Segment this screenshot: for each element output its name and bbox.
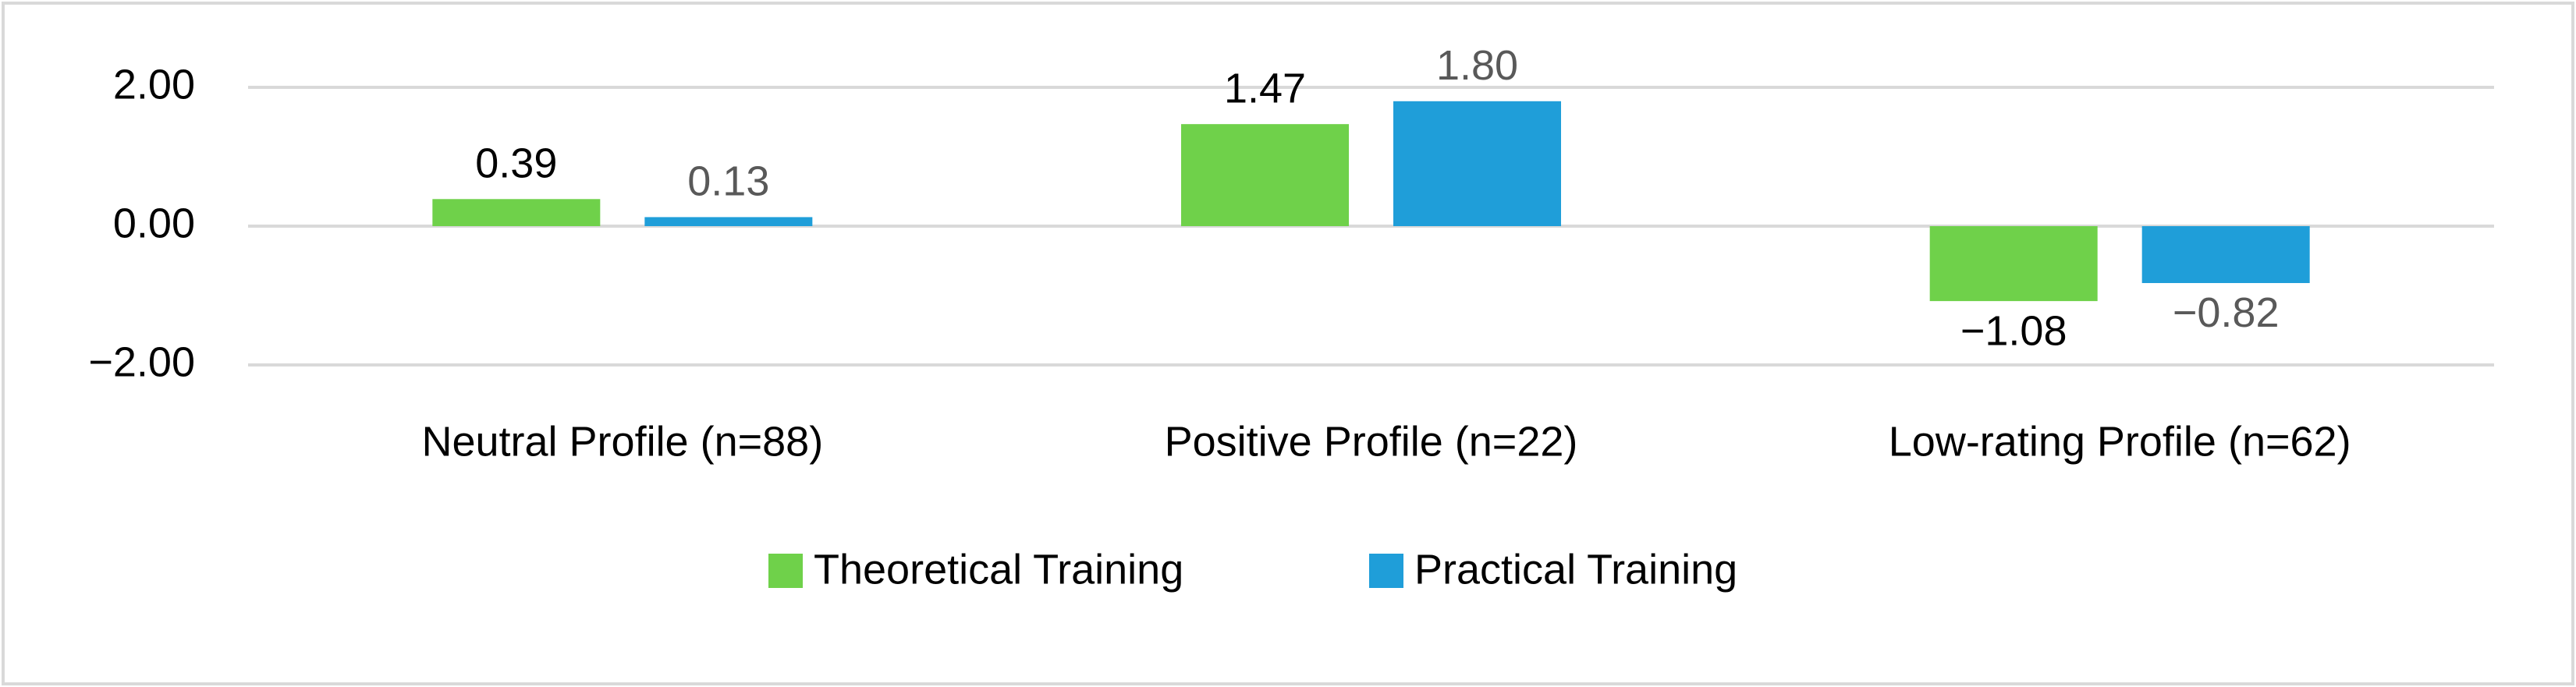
y-tick-label: 2.00	[113, 61, 195, 108]
legend-swatch	[768, 554, 803, 588]
legend-label: Practical Training	[1414, 546, 1737, 593]
value-label: 0.13	[687, 158, 769, 205]
value-label: 1.47	[1224, 65, 1306, 112]
value-label: −0.82	[2173, 289, 2280, 336]
legend-swatch	[1369, 554, 1403, 588]
y-tick-label: 0.00	[113, 200, 195, 246]
y-tick-label: −2.00	[88, 338, 195, 385]
x-tick-label: Neutral Profile (n=88)	[421, 418, 823, 465]
legend-label: Theoretical Training	[814, 546, 1183, 593]
value-label: −1.08	[1960, 307, 2067, 354]
bar	[1181, 124, 1349, 226]
bar	[1393, 101, 1561, 226]
bar	[2141, 226, 2310, 283]
bar	[644, 217, 813, 226]
x-tick-label: Positive Profile (n=22)	[1165, 418, 1578, 465]
value-label: 0.39	[475, 140, 557, 187]
bar	[432, 199, 601, 226]
bar	[1929, 226, 2098, 302]
value-label: 1.80	[1436, 42, 1518, 89]
x-tick-label: Low-rating Profile (n=62)	[1889, 418, 2351, 465]
